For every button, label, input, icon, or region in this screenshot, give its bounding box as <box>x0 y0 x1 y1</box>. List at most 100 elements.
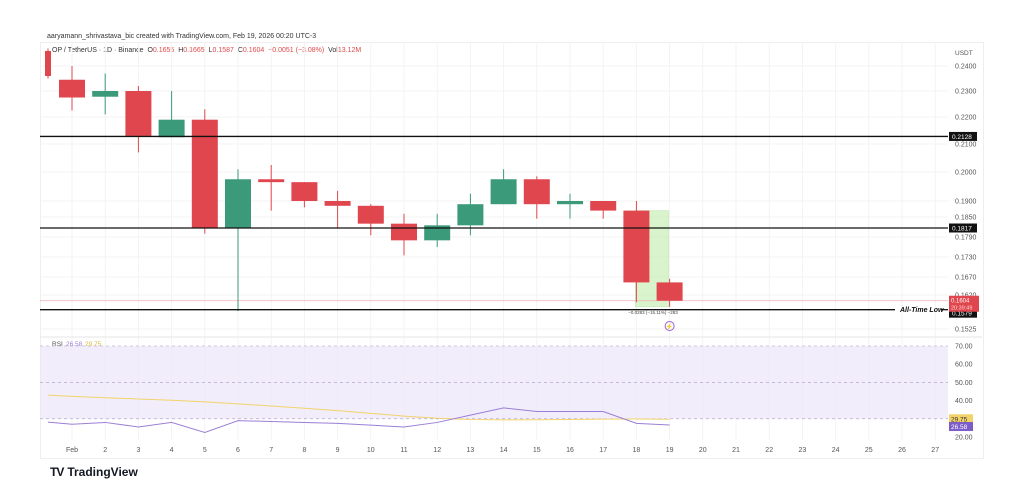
ohlc-legend: OP / TetherUS · 1D · Binance O0.1655 H0.… <box>52 47 361 54</box>
x-tick-label: 8 <box>302 447 306 454</box>
price-tick-label: 0.2000 <box>955 170 977 177</box>
volume-label: Vol <box>328 47 338 54</box>
x-tick-label: 26 <box>898 447 906 454</box>
x-tick-label: 21 <box>732 447 740 454</box>
price-tick-label: 0.1670 <box>955 275 977 282</box>
x-tick-label: 20 <box>699 447 707 454</box>
all-time-low-label: All-Time Low <box>899 307 944 314</box>
tradingview-logo: TV TradingView <box>50 465 138 479</box>
low-value: 0.1587 <box>212 47 234 54</box>
x-tick-label: 23 <box>799 447 807 454</box>
candle-body <box>125 91 152 136</box>
x-tick-label: 11 <box>400 447 407 454</box>
candle-body <box>324 201 351 206</box>
x-tick-label: 9 <box>336 447 340 454</box>
candle-body <box>590 201 617 211</box>
rsi-tick-label: 60.00 <box>955 362 973 369</box>
price-tick-label: 0.1900 <box>955 199 977 206</box>
x-tick-label: 3 <box>136 447 140 454</box>
symbol-label[interactable]: OP / TetherUS · 1D · Binance <box>52 47 144 54</box>
price-badge-label: 0.1579 <box>952 311 972 318</box>
x-tick-label: 7 <box>269 447 273 454</box>
candle-body <box>391 223 417 241</box>
change-value: −0.0051 (−3.08%) <box>268 47 325 54</box>
price-badge-label: 0.2128 <box>952 134 972 141</box>
x-tick-label: 5 <box>203 447 207 454</box>
rsi-tick-label: 40.00 <box>955 398 973 405</box>
countdown-label: 20:39:49 <box>951 306 972 312</box>
close-value: 0.1604 <box>242 47 265 54</box>
price-tick-label: 0.1850 <box>955 215 977 222</box>
rsi-ma-badge-label: 29.75 <box>951 416 968 423</box>
price-tick-label: 0.1790 <box>955 235 977 242</box>
price-badge-label: 0.1817 <box>952 226 972 233</box>
price-badge <box>949 131 977 141</box>
price-badge <box>949 223 977 233</box>
x-tick-label: 15 <box>533 447 541 454</box>
candle-body <box>557 201 583 205</box>
price-badge <box>949 308 977 318</box>
candle-body <box>45 51 51 76</box>
rsi-badge <box>949 422 973 432</box>
rsi-value: 26.58 <box>66 341 83 348</box>
x-tick-label: 16 <box>566 447 574 454</box>
candle-body <box>424 225 451 241</box>
price-tick-label: 0.2400 <box>955 64 977 71</box>
rsi-ma-badge <box>949 414 973 424</box>
last-price-badge <box>949 295 979 312</box>
x-tick-label: 13 <box>467 447 475 454</box>
x-tick-label: 12 <box>433 447 441 454</box>
x-tick-label: 18 <box>633 447 641 454</box>
x-tick-label: 24 <box>832 447 840 454</box>
x-tick-label: 2 <box>103 447 107 454</box>
x-tick-label: 6 <box>236 447 240 454</box>
x-tick-label: 25 <box>865 447 873 454</box>
x-tick-label: 19 <box>666 447 674 454</box>
candle-body <box>59 79 85 98</box>
candle-body <box>357 205 384 224</box>
price-tick-label: 0.2300 <box>955 89 977 96</box>
x-tick-label: 14 <box>500 447 508 454</box>
price-tick-label: 0.2200 <box>955 115 977 122</box>
candle-body <box>457 204 484 226</box>
candle-body <box>258 179 285 183</box>
lightning-icon <box>664 321 675 331</box>
rsi-line <box>47 407 670 433</box>
high-label: H <box>178 47 184 54</box>
chart-credit: aaryamann_shrivastava_bic created with T… <box>47 33 317 40</box>
rsi-tick-label: 70.00 <box>955 344 973 351</box>
x-tick-label: 17 <box>599 447 607 454</box>
rsi-band <box>40 346 948 419</box>
price-tick-label: 0.2100 <box>955 142 977 149</box>
volume-value: 13.12M <box>337 47 362 54</box>
x-tick-label: 10 <box>367 447 375 454</box>
rsi-ma-value: 29.75 <box>85 341 102 348</box>
chart-frame <box>40 42 984 459</box>
logo-text: TradingView <box>67 465 138 479</box>
rsi-tick-label: 20.00 <box>955 435 973 442</box>
price-tick-label: 0.1730 <box>955 255 977 262</box>
tv-logo-icon: TV <box>50 465 64 479</box>
price-tick-label: 0.1525 <box>955 327 977 334</box>
open-label: O <box>147 47 153 54</box>
currency-label: USDT <box>955 50 973 57</box>
high-value: 0.1665 <box>183 47 205 54</box>
candle-body <box>92 91 119 97</box>
candle-body <box>291 182 318 201</box>
candle-body <box>623 210 650 283</box>
candle-body <box>158 119 185 138</box>
x-tick-label: 4 <box>170 447 174 454</box>
lightning-glyph: ⚡ <box>666 323 673 331</box>
close-label: C <box>237 47 243 54</box>
candle-body <box>656 282 683 301</box>
rsi-ma-line <box>47 394 670 421</box>
x-tick-label: Feb <box>66 447 78 454</box>
x-tick-label: 27 <box>931 447 939 454</box>
candle-body <box>225 179 251 228</box>
measure-label: −0.0283 (−15.11%) −283 <box>628 310 678 315</box>
candle-body <box>490 179 517 205</box>
candle-body <box>523 179 550 205</box>
rsi-tick-label: 50.00 <box>955 380 973 387</box>
rsi-badge-label: 26.58 <box>951 424 968 431</box>
